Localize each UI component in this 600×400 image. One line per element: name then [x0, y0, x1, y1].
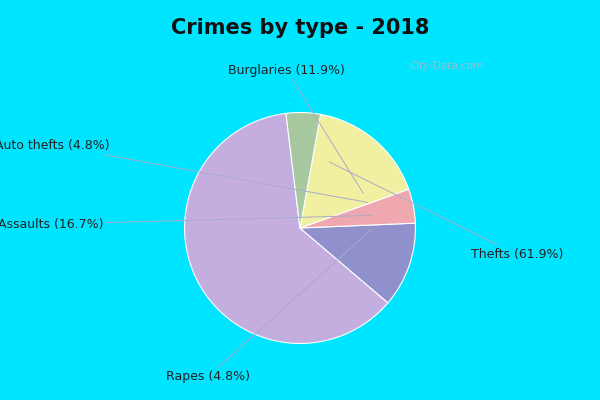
Text: Crimes by type - 2018: Crimes by type - 2018 [171, 18, 429, 38]
Text: Thefts (61.9%): Thefts (61.9%) [329, 162, 563, 261]
Wedge shape [286, 112, 320, 228]
Text: Burglaries (11.9%): Burglaries (11.9%) [229, 64, 363, 193]
Wedge shape [300, 114, 409, 228]
Text: Assaults (16.7%): Assaults (16.7%) [0, 216, 371, 230]
Text: City-Data.com: City-Data.com [410, 61, 484, 71]
Text: Rapes (4.8%): Rapes (4.8%) [166, 229, 372, 383]
Wedge shape [300, 223, 415, 303]
Wedge shape [185, 114, 388, 344]
Text: Auto thefts (4.8%): Auto thefts (4.8%) [0, 139, 367, 202]
Wedge shape [300, 189, 415, 228]
